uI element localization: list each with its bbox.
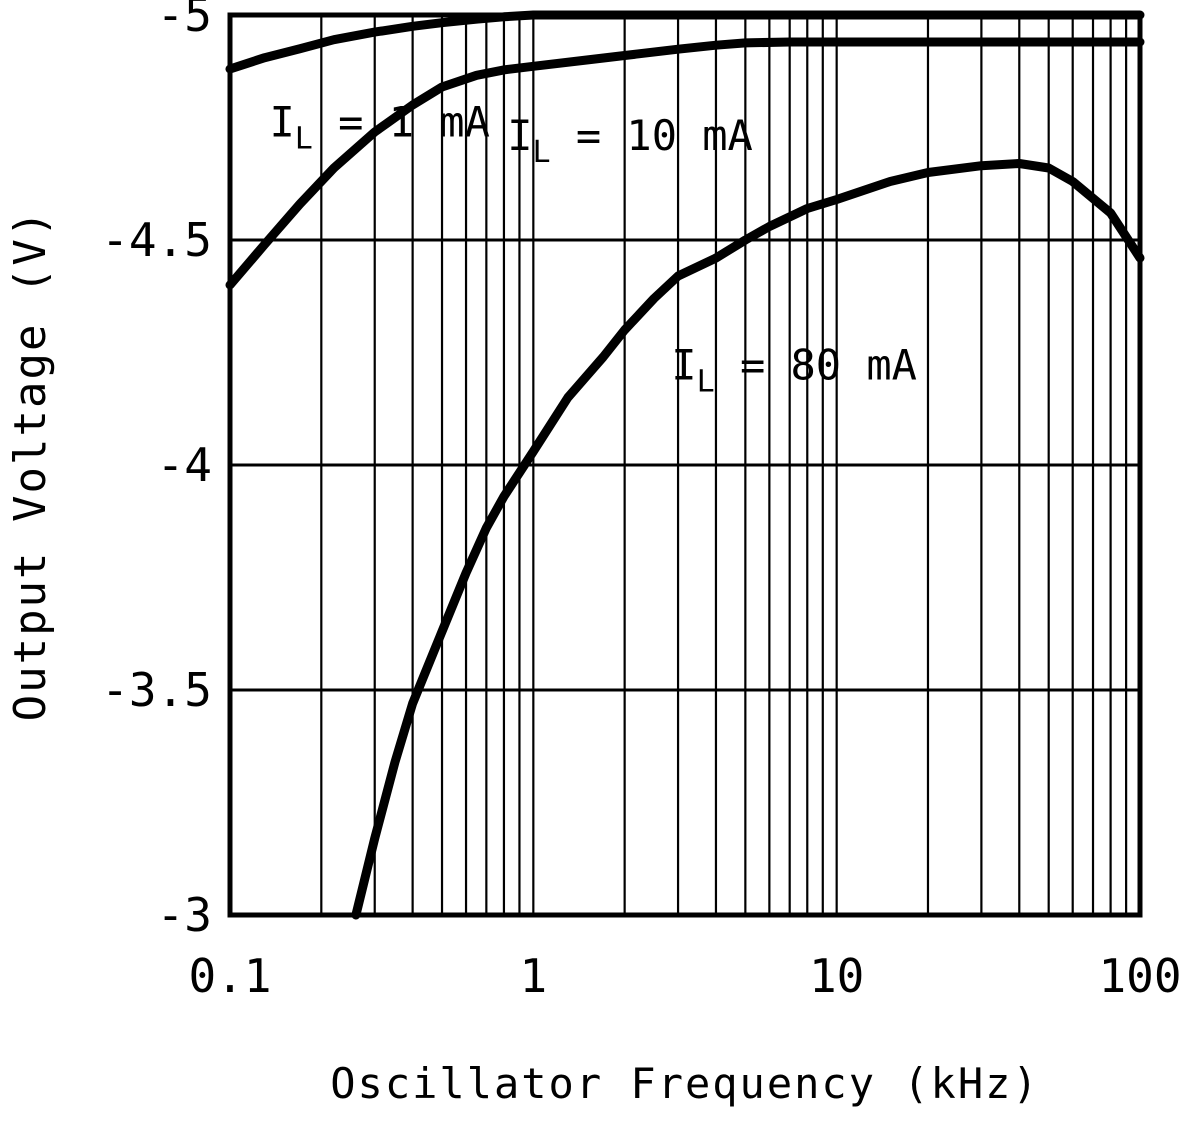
x-tick-label: 100: [1098, 949, 1181, 1003]
y-tick-label: -4: [157, 438, 212, 492]
series-label-il-80ma: IL = 80 mA: [671, 341, 917, 400]
curves: [225, 10, 1145, 920]
x-tick-label: 1: [519, 949, 547, 1003]
curve-il-10ma: [225, 37, 1145, 290]
gridlines: [230, 15, 1140, 915]
x-tick-label: 0.1: [188, 949, 271, 1003]
x-axis-title: Oscillator Frequency (kHz): [330, 1059, 1039, 1108]
y-tick-label: -3: [157, 888, 212, 942]
x-tick-label: 10: [809, 949, 864, 1003]
tick-labels: 0.1 1 10 100 -5 -4.5 -4 -3.5 -3: [101, 0, 1181, 1003]
series-label-il-10ma: IL = 10 mA: [507, 111, 753, 170]
y-axis-title: Output Voltage (V): [5, 209, 56, 722]
y-tick-label: -5: [157, 0, 212, 42]
series-labels: IL = 1 mA IL = 10 mA IL = 80 mA: [270, 98, 917, 400]
y-tick-label: -4.5: [101, 213, 212, 267]
curve-il-80ma: [351, 159, 1145, 920]
series-label-il-1ma: IL = 1 mA: [270, 98, 490, 157]
curve-il-1ma: [225, 10, 1145, 74]
y-tick-label: -3.5: [101, 663, 212, 717]
